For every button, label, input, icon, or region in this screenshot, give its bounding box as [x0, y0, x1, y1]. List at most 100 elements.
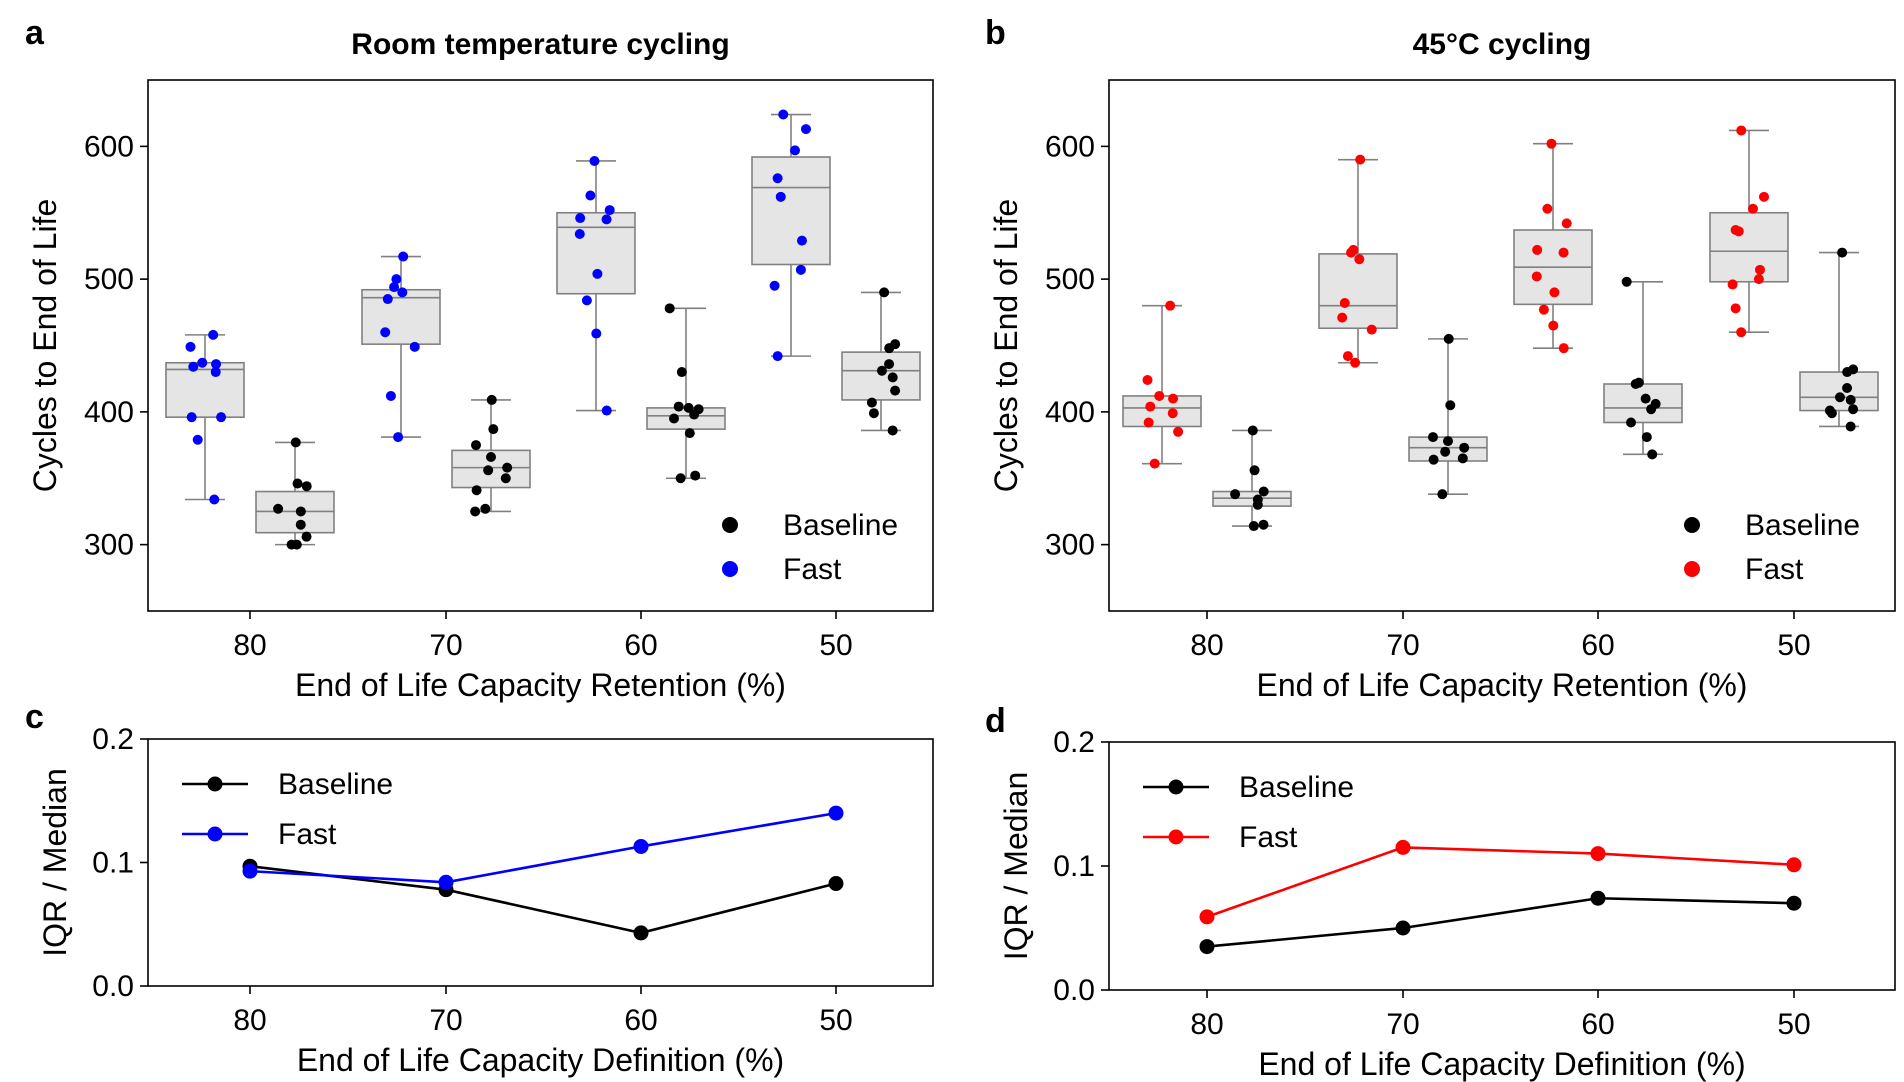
panel-title: 45°C cycling [1413, 28, 1592, 61]
data-point-baseline [292, 478, 303, 489]
data-point-baseline [485, 452, 496, 463]
data-point-fast [1168, 393, 1179, 404]
data-point-fast [185, 341, 196, 352]
data-point-baseline [488, 424, 499, 435]
series-point-baseline [1786, 895, 1802, 911]
data-point-fast [380, 327, 391, 338]
y-tick-label: 300 [84, 529, 134, 562]
data-point-fast [591, 328, 602, 339]
data-point-fast [1339, 298, 1350, 309]
data-point-baseline [868, 408, 879, 419]
data-point-baseline [664, 303, 675, 314]
data-point-fast [772, 351, 783, 362]
data-point-fast [216, 412, 227, 423]
data-point-baseline [1440, 446, 1451, 457]
data-point-fast [772, 173, 783, 184]
x-tick-label: 60 [1581, 629, 1614, 662]
data-point-fast [1149, 458, 1160, 469]
y-axis-label: Cycles to End of Life [988, 199, 1024, 492]
data-point-baseline [675, 473, 686, 484]
series-point-fast [438, 874, 454, 890]
data-point-fast [1143, 417, 1154, 428]
x-tick-label: 80 [1190, 1008, 1223, 1041]
data-point-fast [1758, 191, 1769, 202]
data-point-baseline [1842, 382, 1853, 393]
data-point-fast [585, 190, 596, 201]
legend-label: Baseline [783, 509, 898, 542]
data-point-baseline [887, 372, 898, 383]
y-tick-label: 0.2 [1053, 726, 1095, 759]
data-point-baseline [1630, 378, 1641, 389]
data-point-fast [209, 494, 220, 505]
data-point-fast [1167, 408, 1178, 419]
data-point-baseline [1837, 247, 1848, 258]
x-axis-label: End of Life Capacity Retention (%) [1257, 667, 1748, 703]
data-point-fast [1561, 218, 1572, 229]
x-tick-label: 80 [233, 1004, 266, 1037]
data-point-baseline [471, 485, 482, 496]
data-point-fast [1558, 343, 1569, 354]
data-point-baseline [866, 397, 877, 408]
data-point-fast [1558, 247, 1569, 258]
plot-frame [147, 79, 934, 612]
data-point-baseline [301, 481, 312, 492]
data-point-baseline [1842, 367, 1853, 378]
legend-marker-baseline [722, 517, 738, 533]
x-axis-label: End of Life Capacity Definition (%) [1258, 1046, 1745, 1082]
data-point-baseline [1640, 393, 1651, 404]
data-point-fast [1727, 279, 1738, 290]
box-fast [1122, 395, 1202, 428]
panel-title: Room temperature cycling [351, 28, 729, 61]
y-axis-label: IQR / Median [37, 768, 73, 957]
data-point-baseline [500, 473, 511, 484]
series-point-fast [1590, 846, 1606, 862]
data-point-baseline [1258, 486, 1269, 497]
data-point-fast [1730, 303, 1741, 314]
series-point-baseline [1199, 939, 1215, 955]
data-point-fast [385, 390, 396, 401]
data-point-fast [1538, 304, 1549, 315]
data-point-fast [208, 329, 219, 340]
data-point-fast [1165, 300, 1176, 311]
series-line-baseline [1206, 896, 1795, 948]
legend-marker-fast [1684, 561, 1700, 577]
data-point-baseline [1646, 404, 1657, 415]
box-baseline [841, 351, 921, 401]
data-point-baseline [1848, 404, 1859, 415]
data-point-fast [186, 412, 197, 423]
data-point-fast [1145, 401, 1156, 412]
data-point-fast [800, 124, 811, 135]
data-point-baseline [1445, 400, 1456, 411]
data-point-baseline [1845, 421, 1856, 432]
data-point-baseline [1647, 449, 1658, 460]
data-point-fast [790, 145, 801, 156]
plot-frame [1108, 79, 1896, 612]
data-point-baseline [1428, 454, 1439, 465]
box-fast [1709, 211, 1789, 283]
data-point-fast [604, 205, 615, 216]
data-point-baseline [683, 402, 694, 413]
legend-label: Fast [1745, 553, 1804, 586]
x-tick-label: 70 [429, 629, 462, 662]
data-point-baseline [301, 531, 312, 542]
data-point-fast [1142, 375, 1153, 386]
data-point-baseline [879, 287, 890, 298]
data-point-fast [592, 268, 603, 279]
x-tick-label: 70 [429, 1004, 462, 1037]
legend-label: Baseline [278, 768, 393, 801]
data-point-fast [1549, 287, 1560, 298]
data-point-fast [1548, 320, 1559, 331]
data-point-fast [581, 295, 592, 306]
data-point-baseline [471, 440, 482, 451]
box-fast [556, 211, 636, 295]
panel-letter: a [25, 14, 45, 52]
y-tick-label: 400 [84, 396, 134, 429]
data-point-baseline [887, 425, 898, 436]
box-fast [1318, 253, 1398, 330]
series-point-baseline [1395, 920, 1411, 936]
y-tick-label: 600 [84, 130, 134, 163]
data-point-baseline [673, 401, 684, 412]
data-point-fast [389, 282, 400, 293]
data-point-fast [398, 251, 409, 262]
y-axis-label: Cycles to End of Life [27, 199, 63, 492]
